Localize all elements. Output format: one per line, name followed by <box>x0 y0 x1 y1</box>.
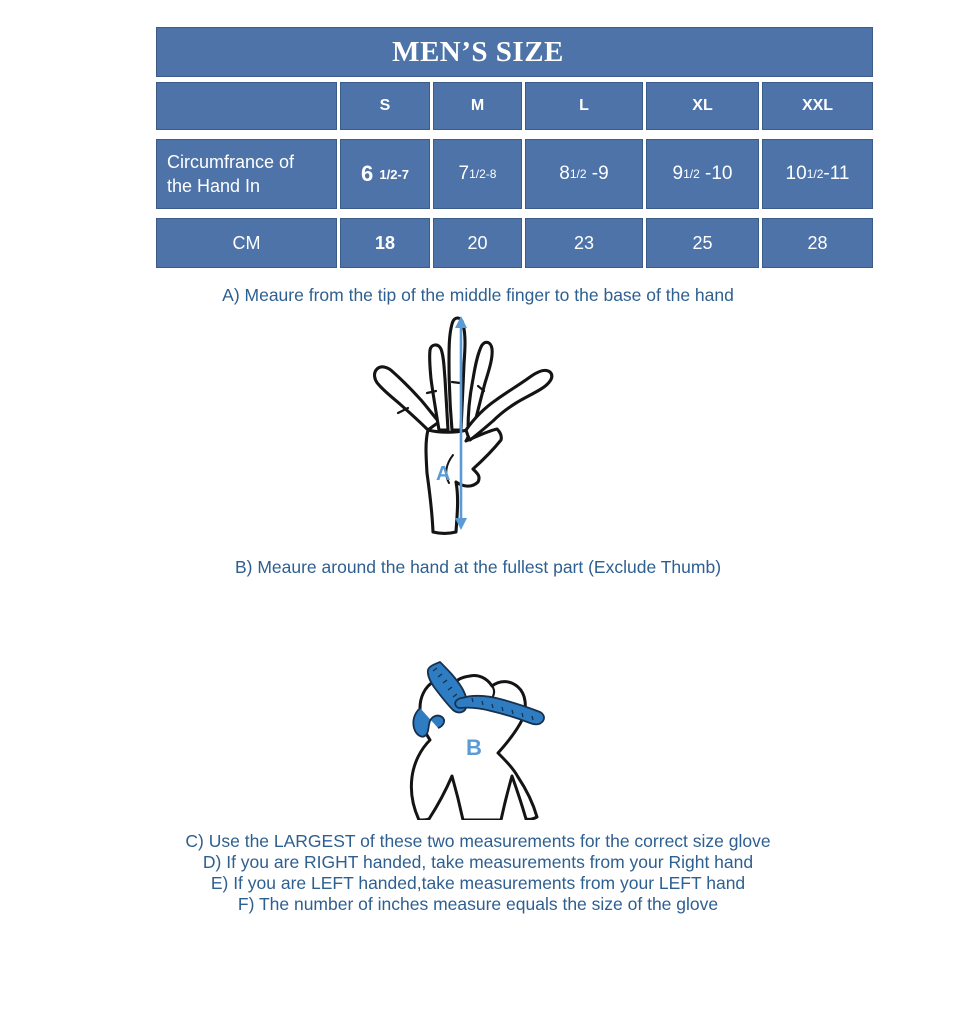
svg-text:A: A <box>436 463 450 485</box>
svg-text:B: B <box>466 735 482 760</box>
